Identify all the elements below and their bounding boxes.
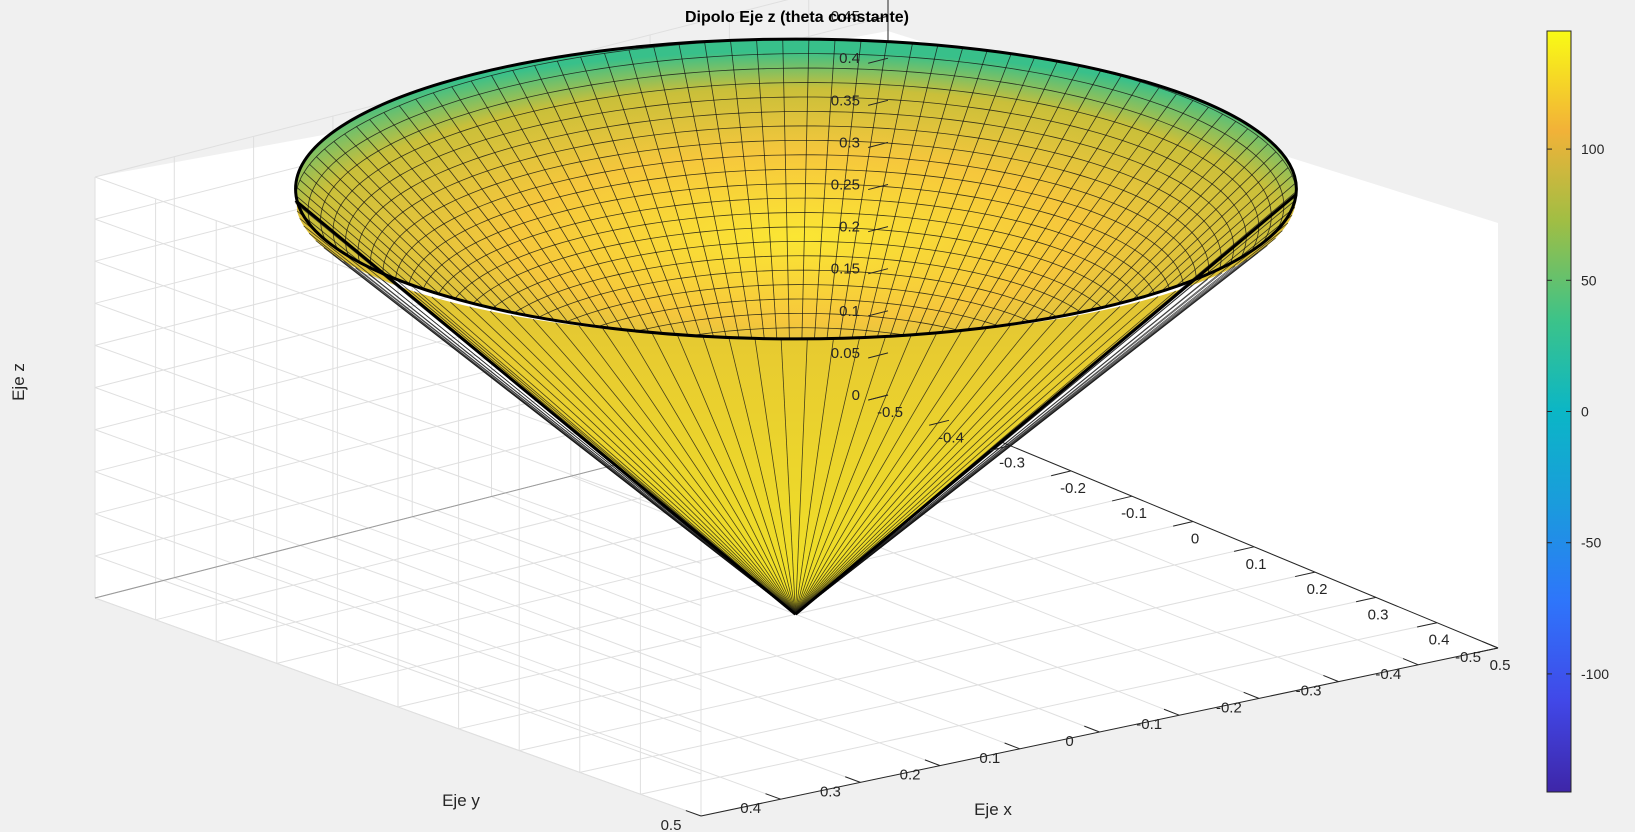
y-tick-label: -0.5 — [1455, 649, 1481, 666]
x-tick-label: -0.3 — [999, 455, 1025, 472]
x-tick-label: 0.3 — [1368, 606, 1389, 623]
y-tick-label: 0.1 — [979, 750, 1000, 767]
y-tick-label: -0.1 — [1136, 716, 1162, 733]
y-axis-label: Eje y — [442, 791, 480, 810]
colorbar-tick-label: 50 — [1581, 272, 1597, 288]
y-tick-label: 0.4 — [740, 800, 761, 817]
z-tick-label: 0.2 — [839, 219, 860, 236]
y-tick-label: -0.2 — [1216, 699, 1242, 716]
y-tick-label: 0.3 — [820, 783, 841, 800]
x-tick-label: -0.4 — [938, 429, 964, 446]
z-tick-mark — [868, 226, 889, 233]
y-tick-mark — [1402, 658, 1419, 666]
x-axis-label: Eje x — [974, 800, 1012, 819]
y-tick-mark — [845, 776, 861, 783]
z-tick-mark — [868, 99, 889, 106]
y-tick-mark — [1243, 691, 1260, 699]
x-tick-mark — [1051, 470, 1072, 477]
colorbar: -100 -50 0 50 100 — [1546, 30, 1609, 793]
z-tick-label: 0.4 — [839, 50, 860, 67]
z-tick-mark — [868, 352, 889, 359]
cone-surface — [294, 37, 1298, 616]
z-tick-label: 0.1 — [839, 303, 860, 320]
x-tick-mark — [1112, 495, 1133, 502]
cone-rim — [294, 37, 1298, 341]
colorbar-tick-label: 0 — [1581, 404, 1589, 420]
x-tick-label: -0.2 — [1060, 480, 1086, 497]
z-tick-label: 0.3 — [839, 134, 860, 151]
x-tick-label: -0.1 — [1121, 505, 1147, 522]
x-tick-mark — [1234, 546, 1255, 552]
z-tick-label: 0 — [852, 387, 860, 404]
z-tick-mark — [868, 184, 889, 191]
cone-left-edge — [294, 199, 797, 616]
z-tick-mark — [868, 394, 889, 401]
y-tick-label: 0.5 — [661, 817, 682, 832]
z-tick-label: 0.35 — [831, 92, 860, 109]
z-tick-label: 0.15 — [831, 261, 860, 278]
z-tick-label: 0.25 — [831, 177, 860, 194]
x-tick-label: 0 — [1191, 531, 1199, 548]
z-tick-mark — [868, 268, 889, 275]
x-tick-mark — [1416, 622, 1438, 628]
z-tick-label: 0.05 — [831, 345, 860, 362]
z-tick-mark — [868, 15, 889, 22]
y-tick-mark — [685, 810, 702, 817]
y-tick-mark — [1084, 725, 1100, 733]
y-tick-mark — [1163, 708, 1180, 716]
y-tick-mark — [1004, 742, 1020, 750]
x-tick-label: 0.4 — [1429, 632, 1450, 649]
x-tick-label: 0.5 — [1490, 657, 1511, 674]
x-tick-mark — [1294, 571, 1316, 578]
cone-outer-face — [295, 190, 1297, 615]
y-tick-mark — [924, 759, 941, 767]
y-tick-mark — [1482, 641, 1499, 649]
cone-right-edge — [794, 193, 1298, 616]
z-tick-mark — [868, 310, 889, 317]
x-tick-mark — [929, 419, 950, 426]
x-tick-mark — [1355, 596, 1377, 603]
y-tick-label: -0.3 — [1296, 683, 1322, 700]
y-tick-mark — [765, 793, 781, 800]
axis-ticks: -0.5 -0.4 -0.3 -0.2 -0.1 0 0.1 0.2 0.3 0.4 0.5 -0.5… — [661, 8, 1511, 832]
x-tick-mark — [990, 445, 1011, 451]
y-tick-label: -0.4 — [1375, 666, 1401, 683]
x-tick-mark — [1477, 647, 1499, 653]
x-tick-label: -0.5 — [877, 404, 903, 421]
colorbar-tick-label: -100 — [1581, 666, 1609, 682]
z-tick-mark — [868, 57, 889, 64]
colorbar-tick-label: 100 — [1581, 141, 1605, 157]
z-tick-label: 0.45 — [831, 8, 860, 25]
y-tick-mark — [1323, 674, 1339, 683]
colorbar-tick-label: -50 — [1581, 535, 1601, 551]
z-tick-mark — [868, 141, 889, 148]
z-axis-label: Eje z — [9, 363, 28, 401]
x-tick-mark — [1173, 521, 1194, 527]
y-tick-label: 0.2 — [900, 767, 921, 784]
y-tick-label: 0 — [1065, 733, 1073, 750]
x-tick-label: 0.1 — [1246, 556, 1267, 573]
x-tick-label: 0.2 — [1307, 581, 1328, 598]
chart-title: Dipolo Eje z (theta constante) — [685, 9, 909, 26]
